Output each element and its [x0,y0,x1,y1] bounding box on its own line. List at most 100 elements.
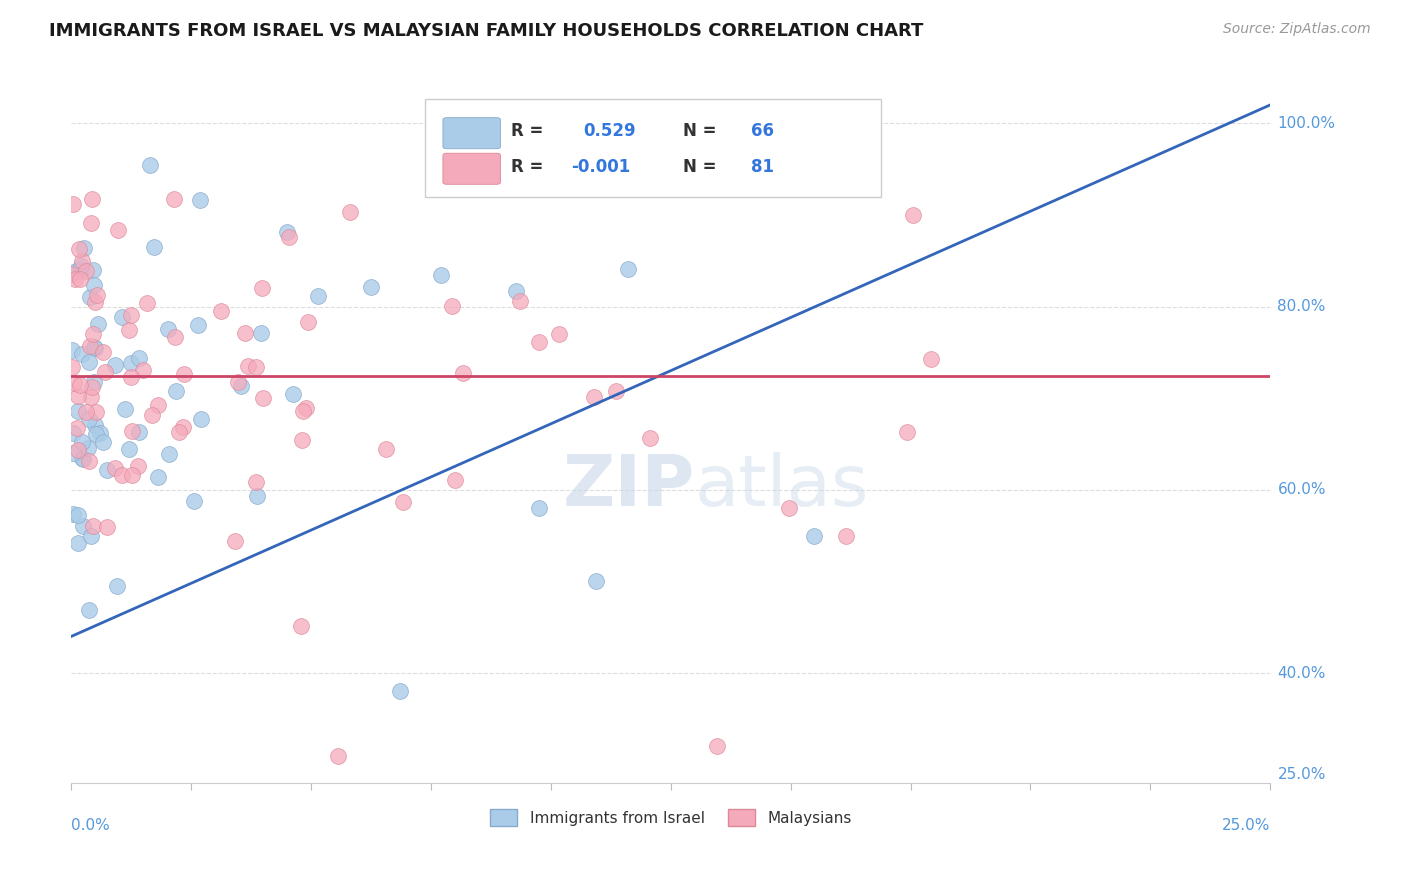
Text: 81: 81 [751,158,775,176]
Point [127,458,149,473]
Point [66,388,89,402]
Point [80,390,103,404]
Point [307,289,329,303]
Point [76,442,98,456]
Point [114,401,136,416]
Point [141,408,163,422]
Point [62,507,84,521]
Point [226,376,249,390]
Point [187,318,209,332]
Point [148,470,170,484]
Point [82,327,104,342]
Point [281,387,304,401]
Point [77,355,100,369]
Point [65,263,87,277]
Point [128,425,150,440]
Point [583,390,606,404]
Point [120,308,142,322]
Text: 25.0%: 25.0% [1278,767,1326,782]
Text: N =: N = [683,122,716,140]
Point [229,379,252,393]
Point [326,748,349,763]
Point [82,518,104,533]
Point [291,433,314,447]
Point [276,225,298,239]
Point [72,519,94,533]
Point [80,193,103,207]
Point [86,288,108,302]
Point [66,535,89,549]
Point [66,442,89,457]
Point [63,272,86,286]
Point [62,426,84,441]
Point [391,494,413,508]
Point [91,435,114,450]
Point [585,574,607,589]
Point [70,434,93,449]
Point [118,323,141,337]
Point [250,281,273,295]
Point [96,520,118,534]
Point [499,144,522,158]
Point [60,268,83,282]
Point [527,335,550,350]
Point [505,284,527,298]
Point [72,347,94,361]
Point [70,450,93,465]
Point [69,378,91,392]
Point [295,401,318,416]
Point [79,289,101,303]
Point [139,158,162,172]
Point [430,268,453,282]
Point [86,427,108,442]
Point [104,460,127,475]
Point [360,279,382,293]
Point [209,303,232,318]
Point [616,261,638,276]
Point [79,529,101,543]
FancyBboxPatch shape [443,118,501,149]
Point [83,277,105,292]
Point [224,533,246,548]
Point [84,405,107,419]
Point [93,344,115,359]
Point [77,603,100,617]
Point [104,358,127,372]
Point [107,222,129,236]
Point [83,341,105,355]
Point [339,205,361,219]
Point [83,418,105,433]
Point [245,359,267,374]
Point [67,242,90,256]
Point [146,398,169,412]
Point [111,468,134,483]
Point [89,425,111,440]
Point [73,241,96,255]
Point [84,295,107,310]
Text: 0.529: 0.529 [583,122,636,140]
FancyBboxPatch shape [443,153,501,185]
Point [238,359,260,373]
Point [96,463,118,477]
Point [69,262,91,277]
Point [75,264,97,278]
Point [605,384,627,399]
Text: ZIP: ZIP [562,452,695,521]
Point [778,500,800,515]
Point [82,263,104,277]
Point [62,196,84,211]
Point [246,490,269,504]
Text: 100.0%: 100.0% [1278,116,1336,131]
Point [529,501,551,516]
Point [136,296,159,310]
Point [120,356,142,370]
Point [806,144,828,158]
Point [163,330,186,344]
Point [111,310,134,324]
Point [896,425,918,439]
Point [375,442,398,456]
Point [190,412,212,426]
Point [66,508,89,523]
Point [250,326,273,340]
Point [233,326,256,341]
